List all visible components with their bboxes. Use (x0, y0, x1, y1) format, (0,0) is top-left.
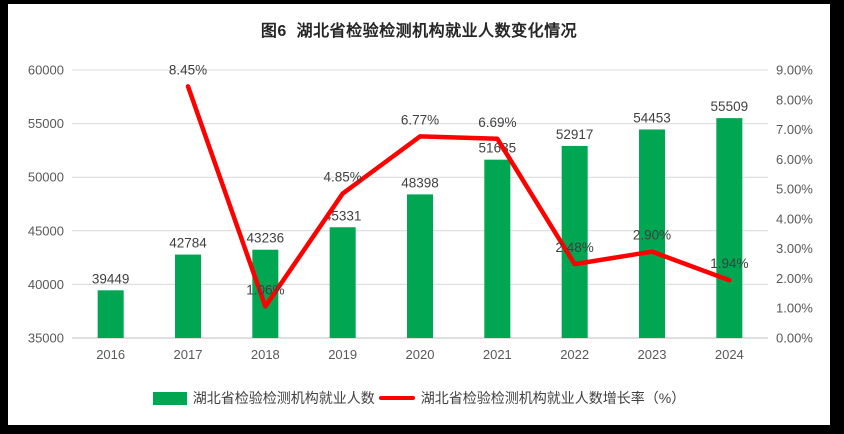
line-value-label-2019: 4.85% (324, 170, 362, 185)
bar-value-label-2017: 42784 (169, 236, 207, 251)
right-axis-tick-label: 8.00% (776, 92, 813, 107)
x-axis-label-2019: 2019 (328, 347, 357, 362)
line-value-label-2022: 2.48% (556, 240, 594, 255)
bar-2020 (407, 194, 433, 338)
line-value-label-2017: 8.45% (169, 62, 207, 77)
growth-rate-line (185, 84, 732, 309)
bar-value-label-2018: 43236 (247, 231, 285, 246)
x-axis-label-2021: 2021 (483, 347, 512, 362)
right-axis-tick-label: 3.00% (776, 241, 813, 256)
bar-value-label-2019: 45331 (324, 208, 362, 223)
bar-2023 (639, 129, 665, 338)
legend-line-swatch-icon (378, 396, 415, 400)
legend-label-employment: 湖北省检验检测机构就业人数 (192, 390, 375, 406)
x-axis-label-2020: 2020 (406, 347, 435, 362)
bar-2016 (97, 290, 124, 338)
bar-value-label-2024: 55509 (711, 99, 749, 114)
x-axis-label-2016: 2016 (96, 347, 125, 362)
right-axis-tick-label: 1.00% (776, 301, 813, 316)
right-axis-tick-label: 2.00% (776, 271, 813, 286)
chart-title: 图6 湖北省检验检测机构就业人数变化情况 (260, 23, 578, 40)
legend-bar-swatch-icon (152, 391, 187, 405)
legend-item-employment: 湖北省检验检测机构就业人数 (152, 388, 375, 408)
left-axis-tick-label: 55000 (28, 116, 64, 131)
bar-2024 (716, 118, 743, 338)
left-axis-tick-label: 60000 (28, 63, 64, 78)
line-value-label-2018: 1.06% (246, 282, 284, 297)
x-axis-label-2017: 2017 (174, 347, 203, 362)
x-axis-label-2023: 2023 (638, 347, 667, 362)
left-axis-tick-label: 50000 (28, 170, 64, 185)
legend-label-growth-rate: 湖北省检验检测机构就业人数增长率（%） (420, 390, 686, 406)
bar-value-label-2022: 52917 (556, 127, 594, 142)
line-value-label-2024: 1.94% (710, 256, 748, 271)
chart-area: 图6 湖北省检验检测机构就业人数变化情况 35000 40000 45000 5000… (8, 4, 830, 425)
bar-2019 (329, 227, 356, 338)
line-value-label-2023: 2.90% (633, 228, 671, 243)
x-axis-label-2022: 2022 (560, 347, 589, 362)
chart-legend: 湖北省检验检测机构就业人数 湖北省检验检测机构就业人数增长率（%） (8, 388, 830, 408)
right-axis-tick-label: 4.00% (776, 211, 813, 226)
combo-chart-plot: 35000 40000 45000 50000 55000 60000 0.00% 1.00%… (28, 62, 813, 362)
bar-value-label-2016: 39449 (92, 271, 130, 286)
x-axis-label-2024: 2024 (715, 347, 744, 362)
line-value-label-2021: 6.69% (478, 115, 516, 130)
left-axis-tick-label: 35000 (28, 331, 64, 346)
legend-item-growth-rate: 湖北省检验检测机构就业人数增长率（%） (378, 388, 686, 408)
bar-2022 (561, 145, 588, 338)
right-axis-tick-label: 9.00% (776, 63, 813, 78)
right-axis-tick-label: 7.00% (776, 122, 813, 137)
bar-2017 (175, 254, 201, 338)
right-axis-tick-label: 6.00% (776, 152, 813, 167)
bar-2021 (484, 159, 511, 338)
bar-value-label-2020: 48398 (401, 175, 439, 190)
left-axis-tick-label: 40000 (28, 277, 64, 292)
left-axis-tick-label: 45000 (28, 223, 64, 238)
bar-value-label-2023: 54453 (633, 110, 671, 125)
line-value-label-2020: 6.77% (401, 112, 439, 127)
x-axis-label-2018: 2018 (251, 347, 280, 362)
right-axis-tick-label: 0.00% (776, 331, 813, 346)
right-axis-tick-label: 5.00% (776, 182, 813, 197)
